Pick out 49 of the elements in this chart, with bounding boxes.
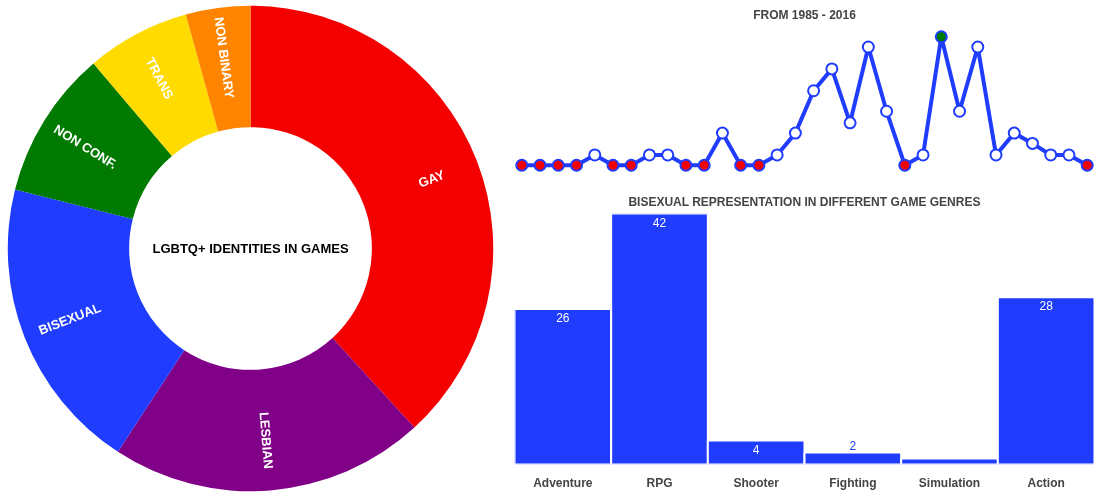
point <box>880 104 894 118</box>
data-label: 28 <box>1039 299 1054 314</box>
point <box>752 158 766 172</box>
x-tick-label: RPG <box>646 475 673 490</box>
point <box>807 84 821 98</box>
point <box>861 40 875 54</box>
point <box>989 148 1003 162</box>
x-tick-label: Simulation <box>918 475 981 490</box>
x-tick-label: Fighting <box>829 475 877 490</box>
point <box>770 148 784 162</box>
point <box>515 158 529 172</box>
point <box>697 158 711 172</box>
data-label: 42 <box>652 215 667 230</box>
slice-label: LESBIAN <box>256 411 277 470</box>
point <box>1007 126 1021 140</box>
x-tick-label: Adventure <box>533 475 593 490</box>
point <box>1025 136 1039 150</box>
x-tick-label: Action <box>1027 475 1065 490</box>
point <box>825 62 839 76</box>
point <box>715 126 729 140</box>
point <box>533 158 547 172</box>
point <box>570 158 584 172</box>
point <box>953 104 967 118</box>
chart-title: FROM 1985 - 2016 <box>753 7 857 22</box>
slice-label: GAY <box>416 166 448 191</box>
point <box>971 40 985 54</box>
chart-title: BISEXUAL REPRESENTATION IN DIFFERENT GAME GENRES <box>628 194 981 209</box>
data-label: 26 <box>556 311 570 326</box>
point <box>1062 148 1076 162</box>
point <box>624 158 638 172</box>
point <box>679 158 693 172</box>
point <box>606 158 620 172</box>
point <box>1044 148 1058 162</box>
point <box>843 116 857 130</box>
data-label: 4 <box>752 442 760 457</box>
point <box>934 30 948 44</box>
slice-label: NON BINARY <box>211 16 238 100</box>
point <box>551 158 565 172</box>
point <box>661 148 675 162</box>
point <box>642 148 656 162</box>
point <box>588 148 602 162</box>
x-tick-label: Shooter <box>733 475 780 490</box>
point <box>898 158 912 172</box>
text: LGBTQ+ IDENTITIES IN GAMES <box>152 241 349 256</box>
point <box>1080 158 1094 172</box>
data-label: 2 <box>849 438 857 453</box>
point <box>788 126 802 140</box>
point <box>734 158 748 172</box>
point <box>916 148 930 162</box>
